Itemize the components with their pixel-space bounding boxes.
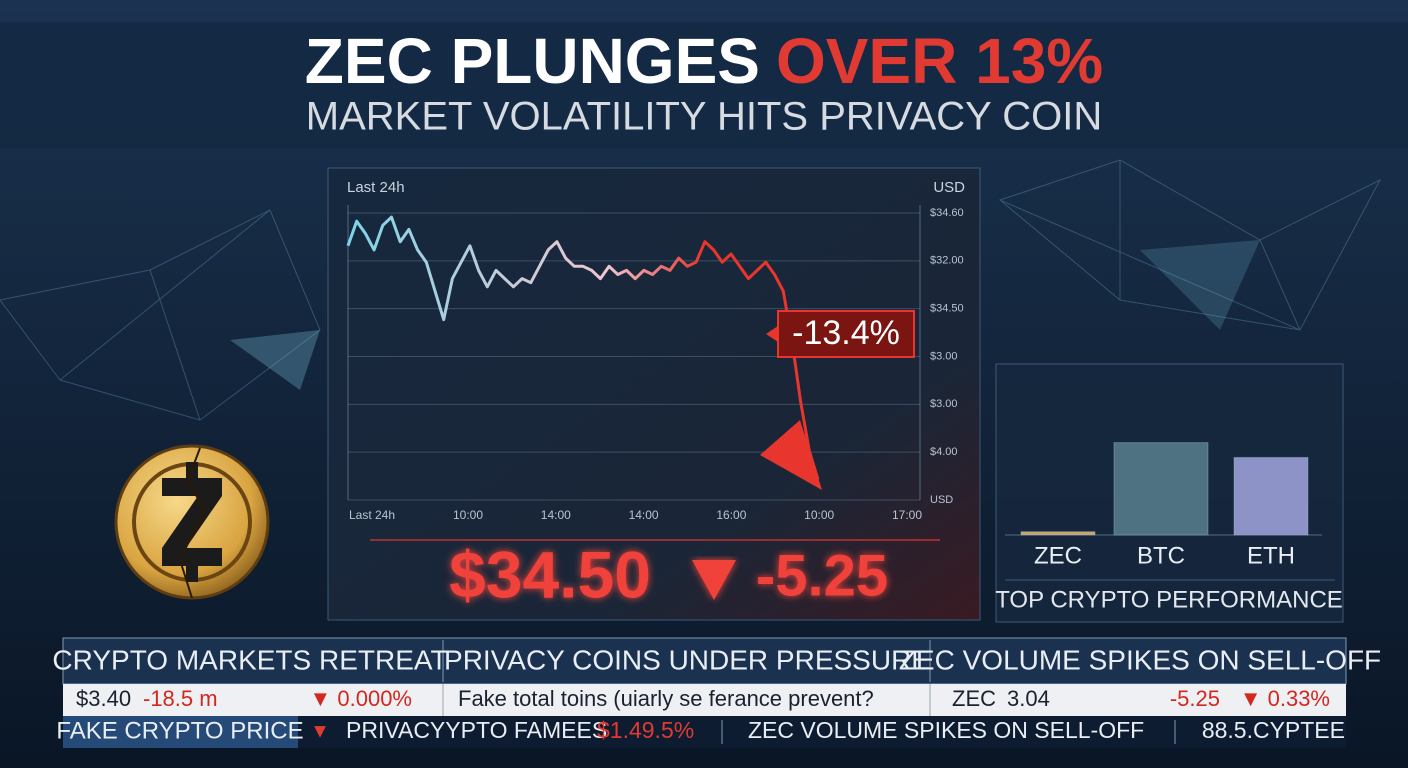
- bar-chart-title: TOP CRYPTO PERFORMANCE: [995, 586, 1343, 613]
- ticker-item-value: $1.49.5%: [597, 717, 694, 743]
- ticker-label: FAKE CRYPTO PRICE: [56, 717, 303, 744]
- price: $34.50: [449, 537, 651, 611]
- y-tick-label: $4.00: [930, 446, 958, 458]
- subtitle: MARKET VOLATILITY HITS PRIVACY COIN: [306, 95, 1102, 139]
- ticker-price: $3.40: [76, 686, 131, 711]
- chart-unit: USD: [933, 179, 965, 196]
- chart-panel: [327, 167, 981, 621]
- y-tick-label: USD: [930, 494, 953, 506]
- category-label: ZEC: [1034, 542, 1082, 569]
- x-tick-label: 10:00: [453, 508, 483, 522]
- ticker-change: -18.5 m: [143, 686, 218, 711]
- ticker-item: ZEC VOLUME SPIKES ON SELL-OFF: [748, 717, 1144, 743]
- network-decoration: [0, 159, 1382, 421]
- ticker-arrow: ▼: [310, 720, 330, 742]
- bar-chart: ZEC BTC ETH: [1005, 442, 1322, 569]
- ticker-headline: CRYPTO MARKETS RETREAT: [52, 644, 447, 675]
- ticker-row2: [63, 684, 1346, 716]
- category-label: BTC: [1137, 542, 1185, 569]
- ticker-row1: [62, 637, 1347, 685]
- ticker-item: 88.5.CYPTEE: [1202, 717, 1345, 743]
- x-tick-label: 14:00: [541, 508, 571, 522]
- x-tick-label: Last 24h: [349, 508, 395, 522]
- drop-arrow-head: [760, 420, 822, 490]
- headline-main: ZEC PLUNGES: [305, 25, 760, 97]
- price-arrow: [692, 560, 736, 600]
- price-change: -5.25: [756, 543, 888, 608]
- ticker-pct: ▼ 0.000%: [309, 686, 412, 711]
- y-tick-label: $34.50: [930, 303, 964, 315]
- category-label: ETH: [1247, 542, 1295, 569]
- bar: [1233, 456, 1309, 536]
- network-facet: [1140, 240, 1260, 330]
- y-tick-label: $32.00: [930, 255, 964, 267]
- x-tick-label: 10:00: [804, 508, 834, 522]
- ticker-text: Fake total toins (uiarly se ferance prev…: [458, 686, 874, 711]
- callout-pointer: [766, 326, 778, 342]
- x-tick-label: 17:00: [892, 508, 922, 522]
- line-chart: $34.60 $32.00 $34.50 $3.00 $3.00 $4.00 USD Last…: [346, 205, 964, 522]
- ticker-coin-value: 3.04: [1007, 686, 1050, 711]
- ticker-item: PRIVACYYPTO FAMEES: [346, 717, 607, 743]
- ticker-label-bg: [63, 716, 298, 748]
- price-line: [346, 215, 820, 480]
- ticker-coin: ZEC: [952, 686, 996, 711]
- bar: [1113, 442, 1209, 536]
- bar: [1020, 531, 1096, 536]
- y-tick-label: $3.00: [930, 350, 958, 362]
- callout-text: -13.4%: [792, 314, 900, 352]
- ticker-coin-pct: ▼ 0.33%: [1240, 686, 1330, 711]
- x-tick-label: 14:00: [629, 508, 659, 522]
- headline-highlight: OVER 13%: [776, 25, 1103, 97]
- x-tick-label: 16:00: [716, 508, 746, 522]
- header-band: [0, 22, 1408, 148]
- y-tick-label: $3.00: [930, 398, 958, 410]
- ticker-coin-change: -5.25: [1170, 686, 1220, 711]
- zec-coin: [114, 444, 270, 600]
- chart-label: Last 24h: [347, 179, 405, 196]
- y-tick-label: $34.60: [930, 207, 964, 219]
- callout-box: [777, 310, 915, 358]
- ticker: CRYPTO MARKETS RETREAT PRIVACY COINS UND…: [52, 637, 1381, 748]
- headline: ZEC PLUNGES OVER 13%: [305, 25, 1103, 97]
- ticker-headline: ZEC VOLUME SPIKES ON SELL-OFF: [899, 644, 1381, 675]
- ticker-headline: PRIVACY COINS UNDER PRESSURE: [444, 644, 930, 675]
- network-facet: [230, 330, 320, 390]
